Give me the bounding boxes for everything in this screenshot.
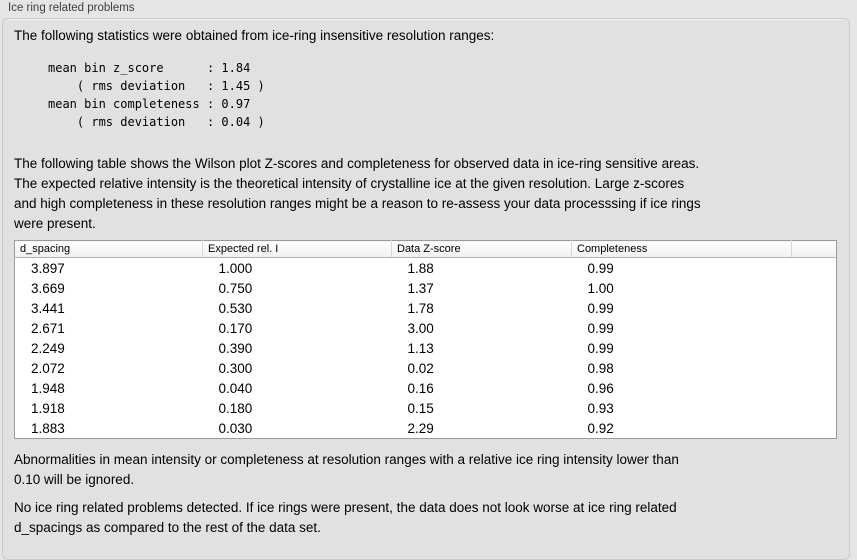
conclusion-text: No ice ring related problems detected. I…	[14, 500, 677, 535]
table-cell: 0.98	[587, 360, 614, 376]
table-header-row: d_spacing Expected rel. I Data Z-score Comp…	[14, 240, 837, 258]
column-header: d_spacing	[14, 240, 203, 258]
ice-ring-panel: The following statistics were obtained f…	[2, 18, 850, 560]
table-cell: 2.29	[407, 420, 434, 436]
column-header: Completeness	[571, 240, 792, 258]
table-cell	[792, 318, 837, 338]
table-cell: 0.180	[218, 400, 253, 416]
table-cell: 0.16	[407, 380, 434, 396]
table-cell: 0.02	[407, 360, 434, 376]
table-cell: 1.918	[31, 400, 65, 416]
table-cell: 2.671	[31, 320, 65, 336]
intro-text: The following statistics were obtained f…	[14, 28, 495, 43]
table-cell	[792, 398, 837, 418]
table-cell	[792, 278, 837, 298]
table-cell: 1.883	[31, 420, 65, 436]
table-cell: 0.040	[218, 380, 253, 396]
ice-ring-table: d_spacing Expected rel. I Data Z-score Comp…	[14, 240, 837, 439]
ignore-note: Abnormalities in mean intensity or compl…	[14, 452, 679, 487]
table-cell	[792, 418, 837, 439]
table-cell: 0.030	[218, 420, 253, 436]
table-row[interactable]: 3.897 1.000 1.88 0.99	[15, 258, 837, 279]
table-cell: 3.00	[407, 320, 434, 336]
table-cell: 3.897	[31, 260, 65, 276]
table-cell: 0.96	[587, 380, 614, 396]
table-cell: 1.00	[587, 280, 614, 296]
stats-block: mean bin z_score : 1.84 ( rms deviation …	[48, 61, 265, 129]
table-cell: 0.99	[587, 300, 614, 316]
table-row[interactable]: 1.883 0.030 2.29 0.92	[15, 418, 837, 439]
table-cell: 3.441	[31, 300, 65, 316]
table-cell: 1.13	[407, 340, 434, 356]
table-cell	[792, 358, 837, 378]
table-cell	[792, 378, 837, 398]
column-header: Expected rel. I	[202, 240, 392, 258]
column-header	[791, 240, 837, 258]
description-text: The following table shows the Wilson plo…	[14, 156, 701, 231]
table-cell: 0.99	[587, 260, 614, 276]
group-box-label: Ice ring related problems	[8, 2, 135, 14]
table-cell: 1.78	[407, 300, 434, 316]
table-cell: 0.99	[587, 340, 614, 356]
table-cell: 0.92	[587, 420, 614, 436]
table-cell: 1.000	[218, 260, 253, 276]
table-row[interactable]: 1.918 0.180 0.15 0.93	[15, 398, 837, 418]
table-cell: 0.300	[218, 360, 253, 376]
table-row[interactable]: 2.671 0.170 3.00 0.99	[15, 318, 837, 338]
table-cell: 0.99	[587, 320, 614, 336]
table-cell: 1.37	[407, 280, 434, 296]
table-cell: 0.15	[407, 400, 434, 416]
table-row[interactable]: 1.948 0.040 0.16 0.96	[15, 378, 837, 398]
table-body: 3.897 1.000 1.88 0.99 3.669 0.750 1.37 1.00 3.44…	[15, 258, 837, 439]
table-cell	[792, 298, 837, 318]
column-header: Data Z-score	[391, 240, 572, 258]
table-row[interactable]: 2.249 0.390 1.13 0.99	[15, 338, 837, 358]
table-cell: 3.669	[31, 280, 65, 296]
table-cell: 0.390	[218, 340, 253, 356]
table-cell: 1.88	[407, 260, 434, 276]
table-cell: 2.072	[31, 360, 65, 376]
table-cell: 0.750	[218, 280, 253, 296]
table-cell: 1.948	[31, 380, 65, 396]
table-row[interactable]: 2.072 0.300 0.02 0.98	[15, 358, 837, 378]
table-cell: 2.249	[31, 340, 65, 356]
table-cell: 0.530	[218, 300, 253, 316]
table-row[interactable]: 3.441 0.530 1.78 0.99	[15, 298, 837, 318]
table-cell: 0.93	[587, 400, 614, 416]
table-row[interactable]: 3.669 0.750 1.37 1.00	[15, 278, 837, 298]
table-cell	[792, 338, 837, 358]
table-cell: 0.170	[218, 320, 253, 336]
table-cell	[792, 258, 837, 279]
